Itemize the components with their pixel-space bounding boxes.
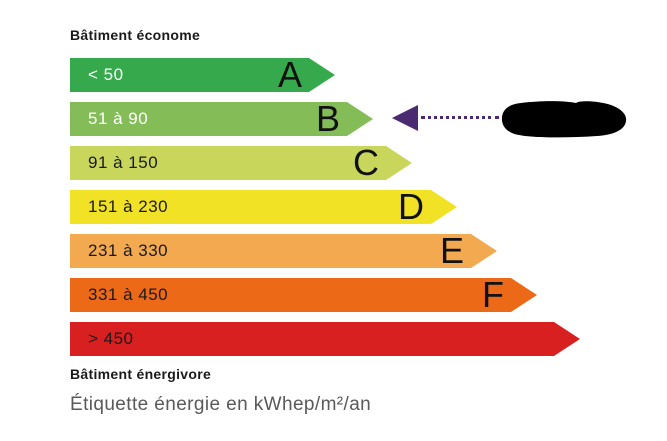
chart-caption: Étiquette énergie en kWhep/m²/an [70, 394, 372, 415]
range-label: 231 à 330 [88, 241, 169, 260]
redaction-shape [501, 101, 627, 138]
energy-bar: 51 à 90 B [70, 102, 373, 136]
energy-bar: 231 à 330 E [70, 234, 497, 268]
class-letter: D [398, 186, 424, 227]
range-label: 91 à 150 [88, 153, 159, 172]
class-letter: C [353, 142, 379, 183]
economical-building-label: Bâtiment économe [70, 27, 201, 43]
redacted-value-blob [499, 99, 629, 144]
pointer-arrow-icon [392, 105, 418, 131]
class-letter: B [315, 98, 340, 139]
energy-hungry-building-label: Bâtiment énergivore [70, 366, 212, 382]
range-label: 151 à 230 [88, 197, 169, 216]
range-label: 51 à 90 [88, 109, 149, 128]
energy-bar: 331 à 450 F [70, 278, 537, 312]
dotted-connector-line [421, 116, 499, 119]
energy-bar: > 450 [70, 322, 580, 356]
class-letter: A [277, 54, 302, 95]
class-letter: E [439, 230, 464, 271]
range-label: < 50 [88, 65, 124, 84]
energy-bar: 91 à 150 C [70, 146, 412, 180]
range-label: > 450 [88, 329, 134, 348]
energy-bar: 151 à 230 D [70, 190, 457, 224]
class-letter: F [482, 274, 504, 315]
energy-bar: < 50 A [70, 58, 335, 92]
energy-class-bars: < 50 A 51 à 90 B 91 à 150 C 151 à 230 D … [70, 58, 580, 356]
range-label: 331 à 450 [88, 285, 169, 304]
